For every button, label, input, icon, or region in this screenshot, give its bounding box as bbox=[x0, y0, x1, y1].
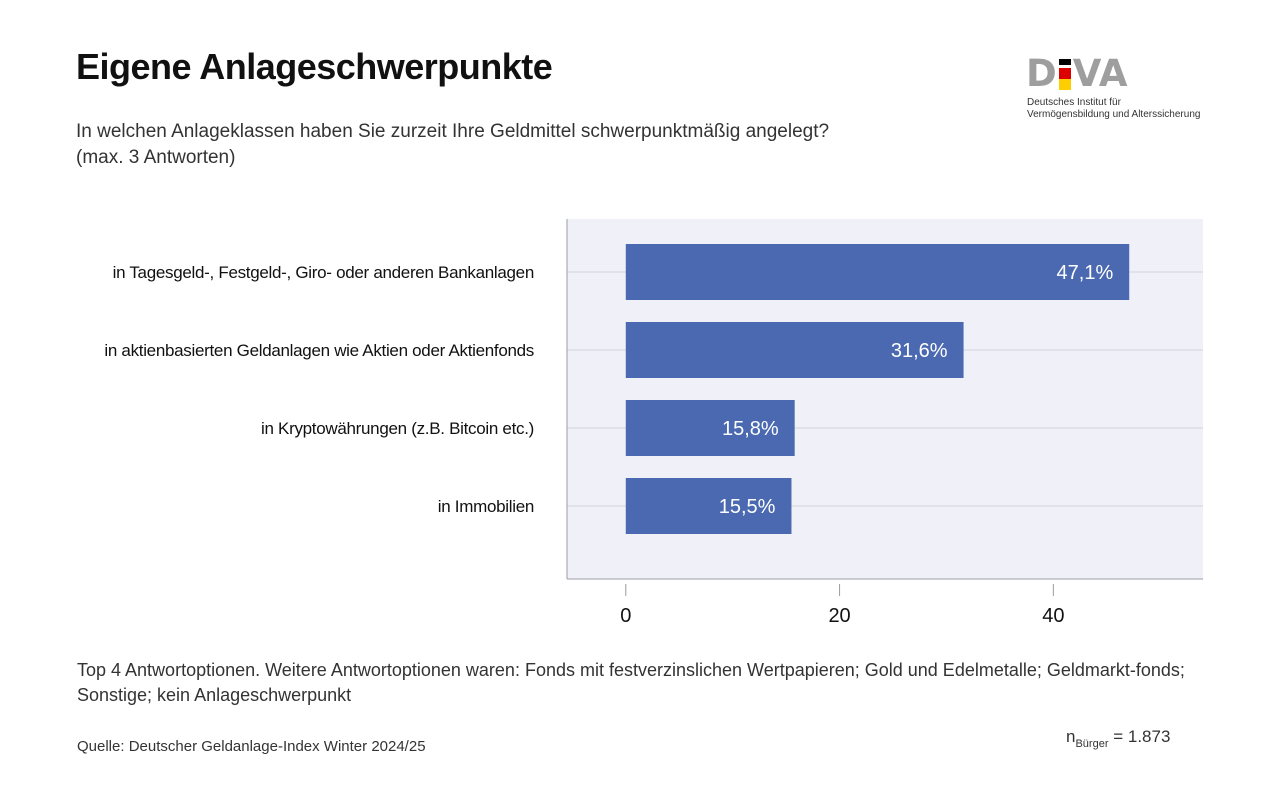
page-title: Eigene Anlageschwerpunkte bbox=[76, 46, 553, 87]
chart-container: in Tagesgeld-, Festgeld-, Giro- oder and… bbox=[0, 210, 1280, 630]
category-label-4: in Immobilien bbox=[438, 497, 534, 516]
flag-stripe-red bbox=[1058, 68, 1071, 79]
category-label-2: in aktienbasierten Geldanlagen wie Aktie… bbox=[104, 341, 534, 360]
x-tick-label-2: 20 bbox=[828, 605, 850, 627]
x-tick-label-3: 40 bbox=[1042, 605, 1064, 627]
logo-tagline-2: Vermögensbildung und Alterssicherung bbox=[1027, 109, 1201, 120]
sample-size: nBürger = 1.873 bbox=[1066, 727, 1170, 750]
flag-stripe-gold bbox=[1058, 79, 1071, 90]
logo-letter-d: D bbox=[1026, 52, 1057, 95]
chart-subtitle: In welchen Anlageklassen haben Sie zurze… bbox=[76, 121, 830, 168]
source-note: Quelle: Deutscher Geldanlage-Index Winte… bbox=[77, 738, 426, 755]
bar-3 bbox=[625, 400, 795, 456]
x-tick-label-1: 0 bbox=[620, 605, 631, 627]
logo-tagline-1: Deutsches Institut für bbox=[1027, 97, 1121, 108]
logo-letters-va: VA bbox=[1072, 52, 1128, 95]
sample-value: = 1.873 bbox=[1108, 727, 1171, 746]
value-label-4: 15,5% bbox=[719, 496, 776, 518]
bar-4 bbox=[625, 478, 792, 534]
bar-1 bbox=[625, 244, 1130, 300]
flag-stripe-black bbox=[1058, 59, 1071, 65]
sample-subscript: Bürger bbox=[1075, 738, 1109, 750]
value-label-1: 47,1% bbox=[1057, 262, 1114, 284]
bar-chart: in Tagesgeld-, Festgeld-, Giro- oder and… bbox=[104, 219, 1203, 627]
value-label-3: 15,8% bbox=[722, 418, 779, 440]
footnote: Top 4 Antwortoptionen. Weitere Antwortop… bbox=[77, 660, 1185, 705]
logo-flag-i bbox=[1058, 56, 1071, 92]
value-label-2: 31,6% bbox=[891, 340, 948, 362]
category-label-1: in Tagesgeld-, Festgeld-, Giro- oder and… bbox=[113, 263, 534, 282]
sample-n: n bbox=[1066, 727, 1076, 746]
category-label-3: in Kryptowährungen (z.B. Bitcoin etc.) bbox=[261, 419, 534, 438]
logo-mark: D VA bbox=[1026, 52, 1128, 95]
bar-2 bbox=[625, 322, 964, 378]
diva-logo: D VA Deutsches Institut für Vermögensbil… bbox=[1026, 52, 1216, 126]
